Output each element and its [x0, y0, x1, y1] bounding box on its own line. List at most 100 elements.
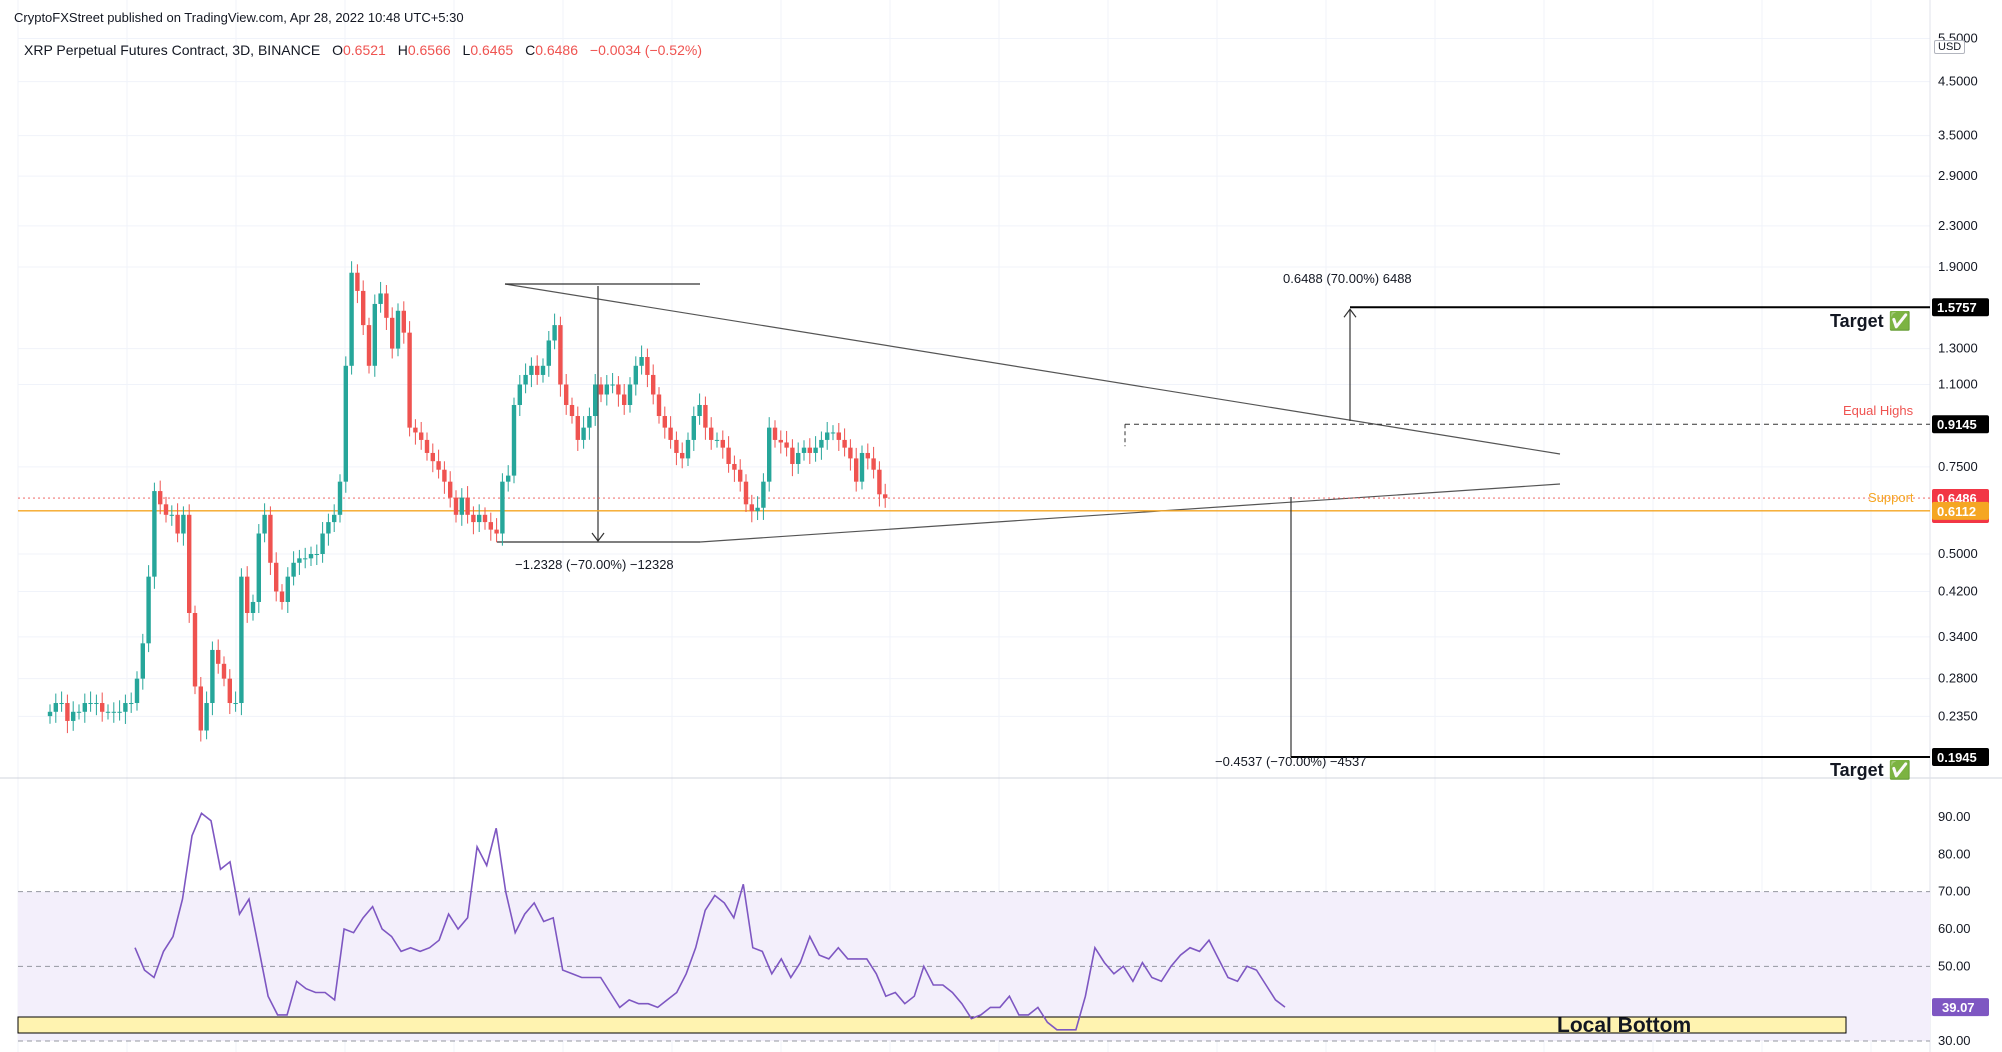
drawings — [17, 283, 1930, 1034]
target-up-label: Target ✅ — [1830, 310, 1911, 331]
measure-down-label: −0.4537 (−70.00%) −4537 — [1215, 754, 1366, 769]
price-badge — [1932, 298, 1989, 317]
candle-body — [366, 325, 372, 366]
candle-body — [100, 703, 105, 712]
candle-body — [436, 461, 441, 470]
price-axis[interactable]: 5.50004.50003.50002.90002.30001.90001.30… — [1932, 30, 1989, 1048]
candle-body — [656, 394, 662, 417]
candle-body — [714, 439, 720, 441]
candle-body — [482, 514, 488, 523]
candle-body — [697, 404, 702, 417]
low-label: L — [462, 42, 471, 58]
candle-body — [593, 384, 598, 417]
candle-body — [517, 384, 522, 405]
rsi-tick-label: 30.00 — [1938, 1033, 1971, 1048]
change-value: −0.0034 (−0.52%) — [589, 42, 702, 58]
candle-body — [471, 514, 476, 523]
high-label: H — [397, 42, 408, 58]
candle-body — [175, 514, 180, 534]
candle-body — [163, 504, 169, 515]
target-down-label: Target ✅ — [1830, 759, 1911, 780]
candle-body — [813, 447, 818, 453]
candle-body — [807, 447, 812, 453]
price-tick-label: 2.9000 — [1938, 168, 1978, 183]
candle-body — [111, 711, 116, 713]
candle-body — [784, 442, 789, 448]
candle-body — [279, 591, 285, 602]
candle-body — [395, 310, 401, 349]
candle-body — [314, 554, 319, 555]
candle-body — [204, 703, 209, 731]
price-tick-label: 0.5000 — [1938, 546, 1978, 561]
candle-body — [755, 507, 760, 512]
open-label: O — [332, 42, 343, 58]
candle-body — [732, 463, 737, 470]
grid — [17, 0, 1930, 1052]
candle-body — [749, 504, 754, 512]
candle-body — [285, 576, 290, 602]
price-tick-label: 0.4200 — [1938, 583, 1978, 598]
candle-body — [71, 711, 76, 721]
local-bottom-box — [17, 1016, 1847, 1034]
price-badge-label: 1.5757 — [1937, 300, 1977, 315]
candle-body — [598, 384, 604, 395]
candle-body — [622, 394, 627, 405]
candle-body — [419, 432, 424, 440]
local-bottom-label: Local Bottom — [1557, 1014, 1691, 1037]
candle-body — [349, 272, 354, 366]
candle-body — [668, 427, 673, 440]
candle-body — [500, 481, 505, 534]
candle-body — [384, 293, 389, 318]
candle-body — [825, 432, 830, 440]
candle-body — [262, 514, 267, 534]
candle-body — [221, 663, 227, 679]
candle-body — [239, 576, 244, 704]
candle-body — [47, 711, 53, 717]
candle-body — [801, 447, 807, 453]
candle-body — [523, 374, 528, 385]
price-tick-label: 0.7500 — [1938, 459, 1978, 474]
candle-body — [680, 452, 685, 459]
candle-body — [709, 427, 714, 440]
price-tick-label: 2.3000 — [1938, 218, 1978, 233]
candle-body — [210, 649, 215, 704]
candle-body — [506, 475, 511, 482]
candle-body — [53, 703, 58, 712]
candle-body — [152, 491, 157, 577]
currency-badge[interactable]: USD — [1934, 40, 1966, 54]
price-badge — [1932, 747, 1989, 766]
candle-body — [123, 703, 128, 712]
candle-body — [639, 357, 644, 366]
candle-body — [790, 447, 795, 464]
candle-body — [65, 703, 70, 721]
candle-body — [703, 404, 708, 428]
candle-body — [88, 703, 93, 705]
candle-body — [552, 325, 557, 341]
rsi-badge — [1932, 998, 1989, 1017]
candle-body — [848, 447, 853, 459]
candle-body — [442, 469, 447, 482]
price-tick-label: 0.2800 — [1938, 671, 1978, 686]
candle-body — [233, 703, 238, 705]
candle-body — [859, 452, 865, 482]
candle-body — [738, 469, 743, 482]
candle-body — [227, 678, 232, 704]
candle-body — [459, 497, 464, 515]
candle-body — [378, 293, 383, 304]
symbol-title: XRP Perpetual Futures Contract, 3D, BINA… — [24, 42, 321, 58]
candle-body — [546, 340, 551, 366]
rsi-line-group — [134, 812, 1286, 1031]
candle-body — [494, 529, 499, 534]
candle-body — [430, 452, 435, 462]
price-tick-label: 1.9000 — [1938, 259, 1978, 274]
symbol-legend[interactable]: XRP Perpetual Futures Contract, 3D, BINA… — [24, 42, 702, 58]
candle-body — [192, 612, 198, 687]
candle-body — [819, 439, 824, 448]
candle-body — [535, 365, 540, 375]
candle-body — [453, 497, 459, 515]
arrowhead-up — [1343, 308, 1357, 318]
candle-body — [245, 576, 250, 613]
candle-body — [198, 686, 203, 731]
candle-body — [181, 514, 186, 534]
